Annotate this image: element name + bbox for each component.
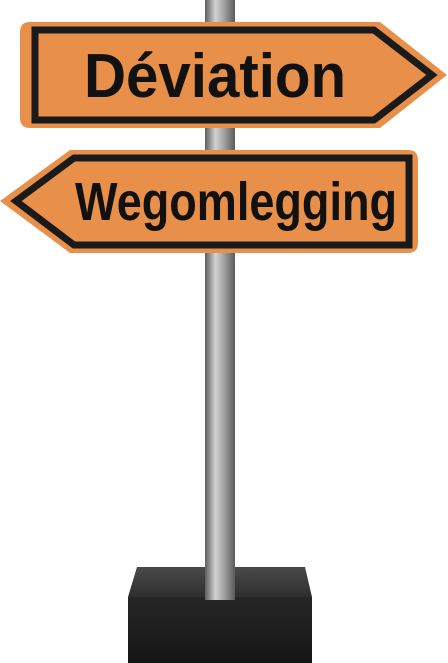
arrow-left-icon xyxy=(10,154,413,249)
sign-top-label: Déviation xyxy=(84,42,346,111)
sign-bottom-label: Wegomlegging xyxy=(75,172,397,232)
arrow-right-icon xyxy=(31,26,438,124)
sign-bottom-wegomlegging: Wegomlegging xyxy=(0,150,418,253)
sign-top-deviation: Déviation xyxy=(20,22,447,128)
pole-base xyxy=(128,567,312,663)
